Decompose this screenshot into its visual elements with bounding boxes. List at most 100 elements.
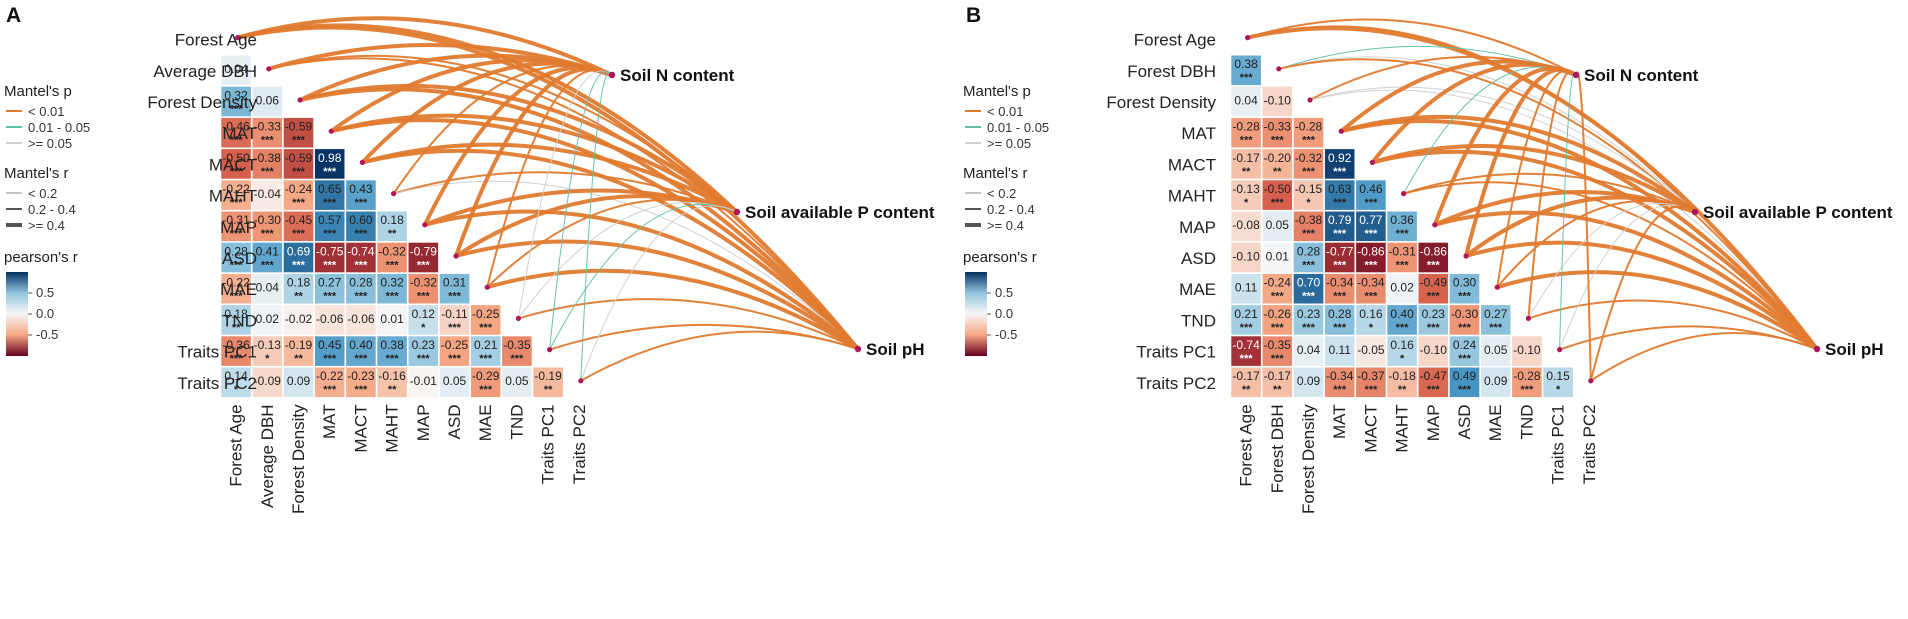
panel-b-cell-value: -0.10 bbox=[1513, 343, 1541, 357]
panel-a-cell-significance: *** bbox=[292, 197, 306, 209]
panel-b-cell-value: 0.05 bbox=[1266, 218, 1290, 232]
panel-b-col-label-forest-dbh: Forest DBH bbox=[1268, 404, 1287, 493]
panel-b-cell-significance: *** bbox=[1333, 322, 1347, 334]
panel-a-link-mact-to-soil-available-p-content bbox=[360, 142, 739, 214]
panel-b-cell-tnd-forest-age bbox=[1230, 304, 1262, 336]
panel-a-cell-significance: *** bbox=[386, 259, 400, 271]
panel-a-cell-significance: *** bbox=[230, 103, 244, 115]
panel-a-cell-significance: *** bbox=[230, 353, 244, 365]
panel-b-cell-tnd-maht bbox=[1386, 304, 1418, 336]
panel-a-cell-value: 0.21 bbox=[474, 338, 498, 352]
panel-b-cell-value: -0.34 bbox=[1326, 369, 1354, 383]
panel-a-cell-significance: *** bbox=[510, 353, 524, 365]
panel-a-cell-significance: *** bbox=[448, 353, 462, 365]
mantel-r-item-3: >= 0.4 bbox=[28, 218, 65, 233]
pearson-colorbar bbox=[6, 272, 28, 356]
panel-a-cell-asd-mact bbox=[345, 242, 377, 273]
panel-a-cell-map-forest-age bbox=[220, 210, 252, 242]
panel-b-cell-maht-forest-age bbox=[1230, 179, 1262, 211]
panel-a-cell-mae-forest-density bbox=[283, 273, 314, 305]
panel-a-node-average-dbh bbox=[266, 66, 272, 72]
panel-b-cell-value: 0.02 bbox=[1390, 281, 1414, 295]
panel-a-cell-significance: *** bbox=[323, 384, 337, 396]
panel-b-cell-maht-mact bbox=[1355, 179, 1387, 211]
panel-b-cell-value: -0.26 bbox=[1264, 307, 1292, 321]
panel-b-link-traits-pc2-to-soil-ph bbox=[1589, 332, 1818, 382]
panel-b-cell-value: 0.24 bbox=[1453, 338, 1477, 352]
panel-b-cell-significance: *** bbox=[1333, 259, 1347, 271]
pearson-b-tick-label-2: -0.5 bbox=[995, 327, 1017, 342]
panel-b-cell-traits-pc2-forest-density bbox=[1293, 366, 1324, 398]
panel-b-cell-mact-forest-age bbox=[1230, 148, 1262, 180]
panel-b-cell-value: 0.49 bbox=[1453, 369, 1477, 383]
panel-b-cell-mat-forest-density bbox=[1293, 117, 1324, 149]
panel-a-cell-traits-pc1-mat bbox=[314, 335, 346, 367]
panel-a-mantel-links bbox=[235, 16, 860, 382]
panel-b-cell-traits-pc2-map bbox=[1417, 366, 1449, 398]
panel-b-cell-significance: *** bbox=[1271, 291, 1285, 303]
panel-b-cell-value: -0.28 bbox=[1513, 369, 1541, 383]
panel-a-link-maht-to-soil-ph bbox=[393, 180, 859, 350]
panel-a-cell-tnd-mat bbox=[314, 304, 346, 336]
panel-a-cell-mat-average-dbh bbox=[251, 117, 283, 149]
panel-a-correlation-matrix: 0.040.32***0.06-0.46***-0.33***-0.59***-… bbox=[220, 54, 564, 398]
panel-a-cell-value: -0.79 bbox=[410, 244, 438, 258]
panel-b-cell-value: -0.05 bbox=[1357, 343, 1385, 357]
panel-a-cell-value: -0.38 bbox=[254, 151, 282, 165]
panel-b-link-asd-to-soil-n-content bbox=[1464, 67, 1578, 258]
panel-a-cell-significance: ** bbox=[294, 291, 303, 303]
panel-b-cell-mae-mat bbox=[1324, 273, 1356, 305]
panel-b-cell-traits-pc2-mat bbox=[1324, 366, 1356, 398]
panel-b-link-tnd-to-soil-n-content bbox=[1527, 70, 1577, 320]
panel-a-cell-significance: *** bbox=[386, 353, 400, 365]
panel-b-cell-traits-pc2-maht bbox=[1386, 366, 1418, 398]
panel-b-row-label-traits-pc2: Traits PC2 bbox=[1136, 374, 1216, 393]
panel-a-link-mact-to-soil-ph bbox=[360, 148, 860, 351]
panel-b-col-label-maht: MAHT bbox=[1393, 404, 1412, 452]
panel-b-cell-value: -0.20 bbox=[1264, 151, 1292, 165]
panel-a-link-tnd-to-soil-ph bbox=[517, 298, 859, 350]
panel-a-cell-tnd-maht bbox=[376, 304, 408, 336]
panel-a-cell-value: -0.16 bbox=[378, 369, 406, 383]
panel-b-cell-value: -0.32 bbox=[1295, 151, 1323, 165]
panel-b: B0.38***0.04 -0.10-0.28***-0.33***-0.28**… bbox=[966, 4, 1893, 514]
panel-a-row-label-forest-age: Forest Age bbox=[175, 31, 257, 50]
panel-a-letter: A bbox=[6, 4, 21, 27]
panel-a-cell-value: 0.65 bbox=[318, 182, 342, 196]
panel-a-cell-mae-maht bbox=[376, 273, 408, 305]
panel-a-cell-value: -0.30 bbox=[254, 213, 282, 227]
panel-b-cell-value: 0.92 bbox=[1328, 151, 1352, 165]
panel-a-cell-value: 0.14 bbox=[224, 369, 248, 383]
panel-a-cell-value: -0.75 bbox=[316, 244, 344, 258]
panel-a-node-asd bbox=[453, 253, 459, 259]
panel-a-cell-value: 0.32 bbox=[380, 276, 404, 290]
panel-a-cell-significance: *** bbox=[417, 291, 431, 303]
panel-b-cell-tnd-forest-density bbox=[1293, 304, 1324, 336]
panel-a-cell-significance: *** bbox=[292, 228, 306, 240]
panel-a-row-label-average-dbh: Average DBH bbox=[153, 62, 257, 81]
panel-b-cell-tnd-mact bbox=[1355, 304, 1387, 336]
panel-a-link-traits-pc1-to-soil-n-content bbox=[549, 71, 613, 351]
panel-b-col-label-mat: MAT bbox=[1330, 404, 1349, 439]
panel-b-cell-significance: *** bbox=[1489, 322, 1503, 334]
panel-a-col-label-average-dbh: Average DBH bbox=[258, 404, 277, 508]
mantel-p-item-3-b: >= 0.05 bbox=[987, 136, 1031, 151]
panel-b-node-mact bbox=[1369, 159, 1375, 165]
panel-a-cell-value: 0.04 bbox=[224, 62, 248, 76]
panel-b-cell-significance: *** bbox=[1458, 384, 1472, 396]
panel-a-link-asd-to-soil-ph bbox=[454, 239, 860, 351]
panel-b-cell-value: -0.34 bbox=[1326, 276, 1354, 290]
panel-b-correlation-matrix: 0.38***0.04 -0.10-0.28***-0.33***-0.28***… bbox=[1230, 54, 1574, 398]
panel-b-cell-forest-dbh-forest-age bbox=[1230, 54, 1262, 86]
panel-a-target-node-soil-n-content bbox=[608, 71, 616, 79]
panel-a-cell-value: 0.69 bbox=[287, 244, 311, 258]
panel-b-cell-significance: *** bbox=[1396, 228, 1410, 240]
panel-a-cell-value: -0.23 bbox=[347, 369, 375, 383]
panel-b-cell-significance: ** bbox=[1242, 166, 1251, 178]
panel-b-cell-value: 0.38 bbox=[1234, 57, 1258, 71]
panel-b-link-forest-age-to-soil-n-content bbox=[1246, 18, 1577, 76]
panel-a-link-average-dbh-to-soil-available-p-content bbox=[267, 54, 738, 213]
panel-a-cell-value: -0.11 bbox=[441, 307, 468, 321]
pearson-b-tick-label-0: 0.5 bbox=[995, 285, 1013, 300]
panel-b-cell-value: -0.08 bbox=[1232, 218, 1260, 232]
